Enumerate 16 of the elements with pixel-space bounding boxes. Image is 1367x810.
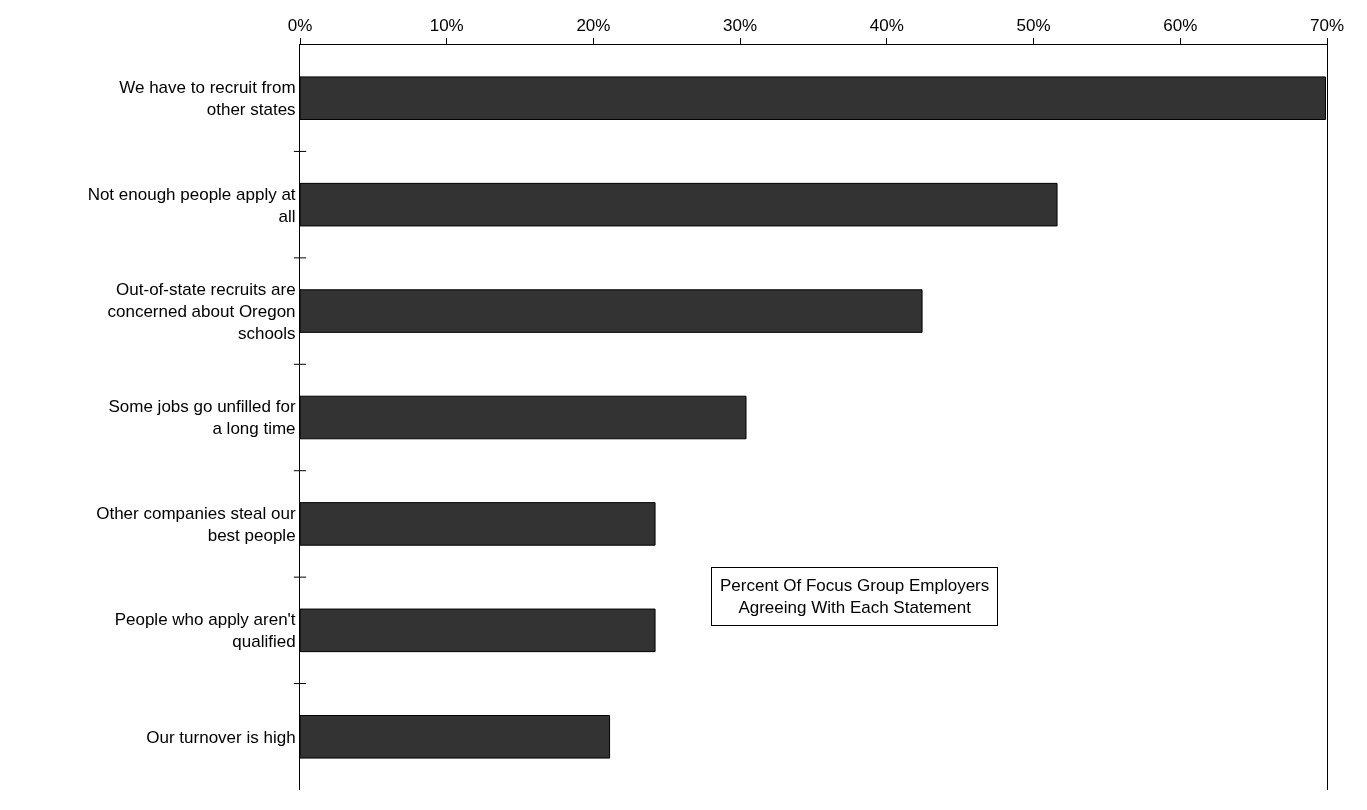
annotation: Percent Of Focus Group Employers Agreeing With Each Statement [720,576,990,618]
x-tick-label: 20% [576,16,611,36]
y-tick-label: Not enough people apply at all [87,184,296,226]
x-tick-label: 30% [723,16,758,36]
x-tick-label: 70% [1309,16,1345,36]
y-tick-label: We have to recruit from other states [119,78,296,120]
x-tick-label: 60% [1163,16,1198,36]
x-tick-label: 10% [429,16,464,36]
x-tick-label: 0% [287,16,313,36]
x-tick-label: 50% [1016,16,1051,36]
y-tick-label: Out-of-state recruits are concerned about Oregon schools [107,279,296,344]
y-tick-label: People who apply aren't qualified [114,610,296,652]
x-tick-label: 40% [869,16,904,36]
y-tick-label: Other companies steal our best people [96,503,296,545]
y-tick-label: Some jobs go unfilled for a long time [108,397,296,439]
y-tick-label: Our turnover is high [146,727,296,747]
